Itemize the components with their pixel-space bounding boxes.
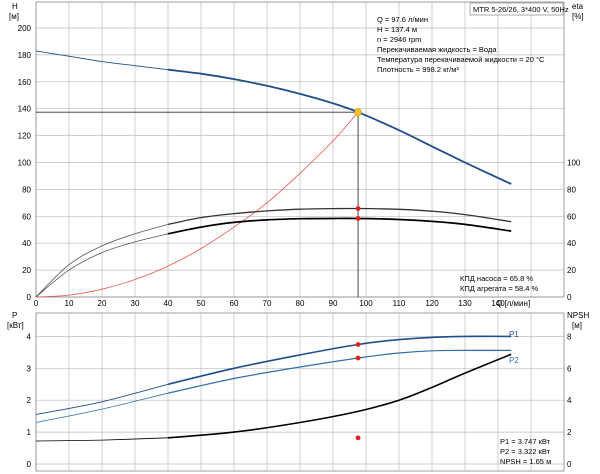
p1-value-text: P1 = 3.747 кВт (500, 437, 551, 446)
top-x-tick-label: 30 (131, 299, 140, 308)
info-line-density: Плотность = 998.2 кг/м³ (377, 65, 459, 74)
eta-total-marker (355, 216, 361, 221)
top-y-right-tick-label: 80 (567, 185, 576, 194)
eta-pump-marker (355, 206, 361, 211)
info-line-q: Q = 97.6 л/мин (377, 15, 428, 24)
eta-pump-text: КПД насоса = 65.8 % (460, 274, 533, 283)
eta-pump-thin-curve (35, 224, 169, 298)
top-y-right-tick-label: 0 (567, 293, 572, 302)
top-x-tick-label: 0 (34, 299, 39, 308)
p1-curve (167, 335, 512, 386)
top-x-tick-label: 50 (197, 299, 206, 308)
bottom-y-left-tick-label: 3 (27, 364, 32, 373)
p2-thin-curve (35, 392, 169, 423)
info-line-temperature: Температура перекачиваемой жидкости = 20… (377, 55, 545, 64)
top-duty-markers (354, 108, 362, 221)
npsh-marker (355, 435, 361, 441)
system-curve (35, 111, 359, 298)
bottom-y-left-tick-label: 1 (27, 428, 32, 437)
bottom-y-right-ticks: 0 2 4 6 8 (567, 332, 572, 469)
top-x-tick-label: 90 (329, 299, 338, 308)
top-y-left-tick-label: 200 (18, 24, 32, 33)
top-y-left-tick-label: 40 (22, 239, 31, 248)
header-box (469, 2, 564, 16)
top-y-right-label-2: [%] (572, 12, 584, 21)
p1-marker (355, 342, 361, 347)
top-y-left-tick-label: 160 (18, 78, 32, 87)
info-line-h: H = 137.4 м (377, 25, 417, 34)
top-x-tick-label: 100 (359, 299, 373, 308)
bottom-y-left-tick-label: 0 (27, 460, 32, 469)
h-curve (167, 68, 512, 185)
top-y-right-tick-label: 40 (567, 239, 576, 248)
top-panel-frame (35, 1, 565, 298)
bottom-y-right-label-1: NPSH (567, 311, 589, 320)
top-y-left-tick-label: 0 (27, 293, 32, 302)
top-x-ticks: 0 10 20 30 40 50 60 70 80 90 100 110 120 130 140 (34, 299, 505, 308)
top-y-left-tick-label: 20 (22, 266, 31, 275)
top-y-right-tick-label: 20 (567, 266, 576, 275)
bottom-panel-frame (35, 312, 565, 472)
p2-value-text: P2 = 3.322 кВт (500, 447, 551, 456)
eta-total-thin-curve (35, 233, 169, 298)
bottom-duty-markers (355, 342, 361, 441)
bottom-y-left-label-2: [кВт] (7, 321, 24, 330)
eta-total-text: КПД агрегата = 58.4 % (460, 284, 538, 293)
bottom-y-left-tick-label: 4 (27, 332, 32, 341)
top-x-tick-label: 70 (263, 299, 272, 308)
top-y-left-label-1: H (12, 2, 18, 11)
top-x-tick-label: 120 (425, 299, 439, 308)
eta-pump-curve (167, 207, 512, 226)
top-y-left-label-2: [м] (9, 12, 19, 21)
info-line-liquid: Перекачиваемая жидкость = Вода (377, 45, 497, 54)
top-y-right-tick-label: 60 (567, 212, 576, 221)
top-x-tick-label: 20 (98, 299, 107, 308)
bottom-y-right-tick-label: 0 (567, 460, 572, 469)
p2-curve (167, 349, 512, 394)
top-y-left-ticks: 0 20 40 60 80 100 120 140 160 180 200 (18, 24, 32, 302)
bottom-y-left-tick-label: 2 (27, 396, 32, 405)
top-y-left-tick-label: 100 (18, 159, 32, 168)
h-thin-curve (35, 50, 169, 71)
bottom-y-left-ticks: 0 1 2 3 4 (27, 332, 32, 469)
npsh-thin-curve (35, 437, 169, 442)
eta-total-curve (167, 217, 512, 235)
p1-thin-curve (35, 383, 169, 416)
top-y-right-tick-label: 100 (567, 159, 581, 168)
npsh-curve (167, 353, 512, 439)
top-y-right-label-1: eta (572, 2, 584, 11)
top-y-left-tick-label: 60 (22, 212, 31, 221)
top-x-tick-label: 130 (458, 299, 472, 308)
bottom-y-right-tick-label: 2 (567, 428, 572, 437)
top-x-tick-label: 110 (393, 299, 406, 308)
top-x-tick-label: 60 (230, 299, 239, 308)
bottom-y-right-label-2: [м] (572, 321, 582, 330)
bottom-y-right-tick-label: 8 (567, 332, 572, 341)
npsh-value-text: NPSH = 1.65 м (500, 457, 551, 466)
top-y-left-tick-label: 120 (18, 132, 32, 141)
top-x-tick-label: 140 (491, 299, 505, 308)
bottom-y-right-tick-label: 4 (567, 396, 572, 405)
duty-point-marker (354, 108, 362, 116)
bottom-y-right-tick-label: 6 (567, 364, 572, 373)
p1-series-label: P1 (509, 330, 519, 339)
info-line-n: n = 2946 rpm (377, 35, 421, 44)
p2-series-label: P2 (509, 356, 519, 365)
top-y-left-tick-label: 140 (18, 105, 32, 114)
header-box-text: MTR 5-26/26, 3*400 V, 50Hz (473, 5, 569, 14)
top-x-tick-label: 40 (164, 299, 173, 308)
top-x-tick-label: 80 (296, 299, 305, 308)
top-y-left-tick-label: 80 (22, 185, 31, 194)
top-y-left-tick-label: 180 (18, 51, 32, 60)
top-x-axis-label: Q [л/мин] (496, 299, 530, 308)
duty-reference-lines (36, 111, 359, 297)
bottom-y-left-label-1: P (12, 311, 17, 320)
duty-info-block: Q = 97.6 л/мин H = 137.4 м n = 2946 rpm … (377, 15, 545, 74)
top-panel-grid (35, 2, 564, 298)
top-y-right-ticks: 0 20 40 60 80 100 (567, 159, 581, 303)
top-x-tick-label: 10 (65, 299, 74, 308)
p2-marker (355, 355, 361, 361)
